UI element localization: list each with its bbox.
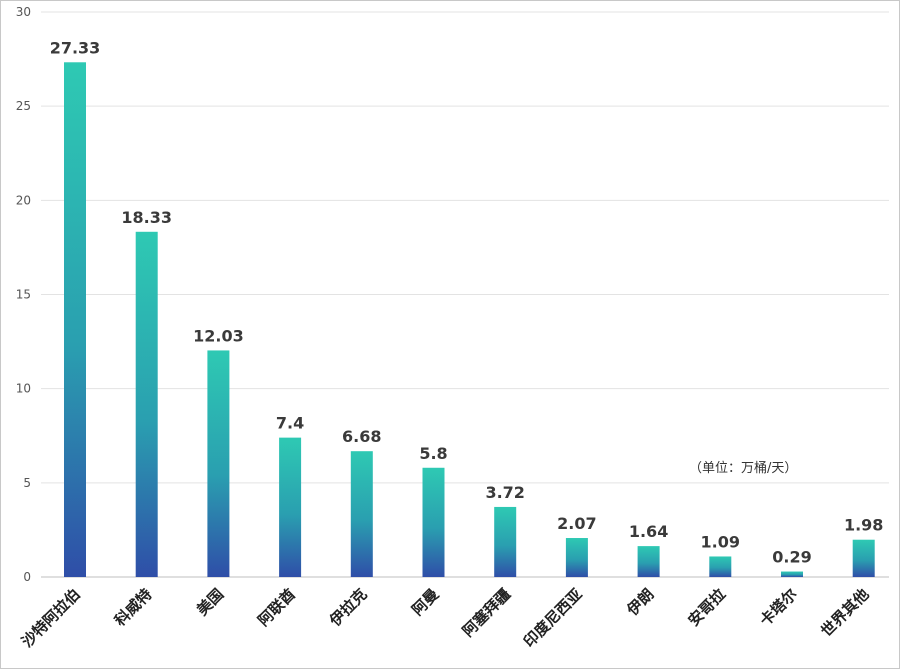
x-tick-label: 伊朗	[623, 585, 658, 620]
y-tick-label: 20	[16, 193, 31, 207]
bar	[852, 539, 875, 577]
bar	[207, 350, 230, 577]
data-label: 1.98	[844, 516, 883, 535]
data-label: 12.03	[193, 326, 244, 345]
x-tick-label: 美国	[193, 585, 227, 619]
x-tick-label: 阿塞拜疆	[459, 585, 514, 640]
bar	[709, 556, 732, 577]
data-label: 18.33	[121, 208, 172, 227]
bar	[494, 506, 517, 577]
y-tick-label: 25	[16, 99, 31, 113]
bar	[135, 231, 158, 577]
y-tick-label: 10	[16, 382, 31, 396]
x-tick-label: 科威特	[111, 585, 156, 630]
bar	[279, 437, 302, 577]
data-label: 1.64	[629, 522, 668, 541]
x-tick-label: 阿联酋	[254, 585, 299, 630]
x-tick-label: 沙特阿拉伯	[18, 585, 84, 651]
data-label: 27.33	[50, 38, 101, 57]
x-tick-label: 卡塔尔	[756, 585, 801, 630]
y-tick-label: 0	[23, 570, 31, 584]
x-tick-label: 安哥拉	[685, 585, 730, 630]
bar	[781, 571, 803, 577]
x-tick-label: 伊拉克	[325, 585, 370, 630]
x-tick-label: 阿曼	[408, 585, 442, 619]
bar	[422, 467, 445, 577]
bars-layer	[64, 62, 875, 578]
grid-layer: 0 5 10 15 20 25 30	[16, 5, 889, 584]
bar	[565, 538, 588, 577]
data-label: 6.68	[342, 427, 381, 446]
data-label: 5.8	[419, 444, 447, 463]
y-tick-label: 5	[23, 476, 31, 490]
y-tick-label: 30	[16, 5, 31, 19]
x-tick-label: 世界其他	[817, 585, 872, 640]
y-tick-label: 15	[16, 288, 31, 302]
x-tick-label: 印度尼西亚	[520, 585, 586, 651]
data-label: 0.29	[772, 548, 811, 567]
bar	[637, 546, 660, 577]
bar	[64, 62, 86, 578]
data-label: 2.07	[557, 514, 596, 533]
unit-note: （单位：万桶/天）	[689, 461, 797, 476]
data-label: 3.72	[485, 483, 524, 502]
data-label: 7.4	[276, 414, 304, 433]
bar	[350, 451, 373, 577]
data-label: 1.09	[701, 532, 740, 551]
